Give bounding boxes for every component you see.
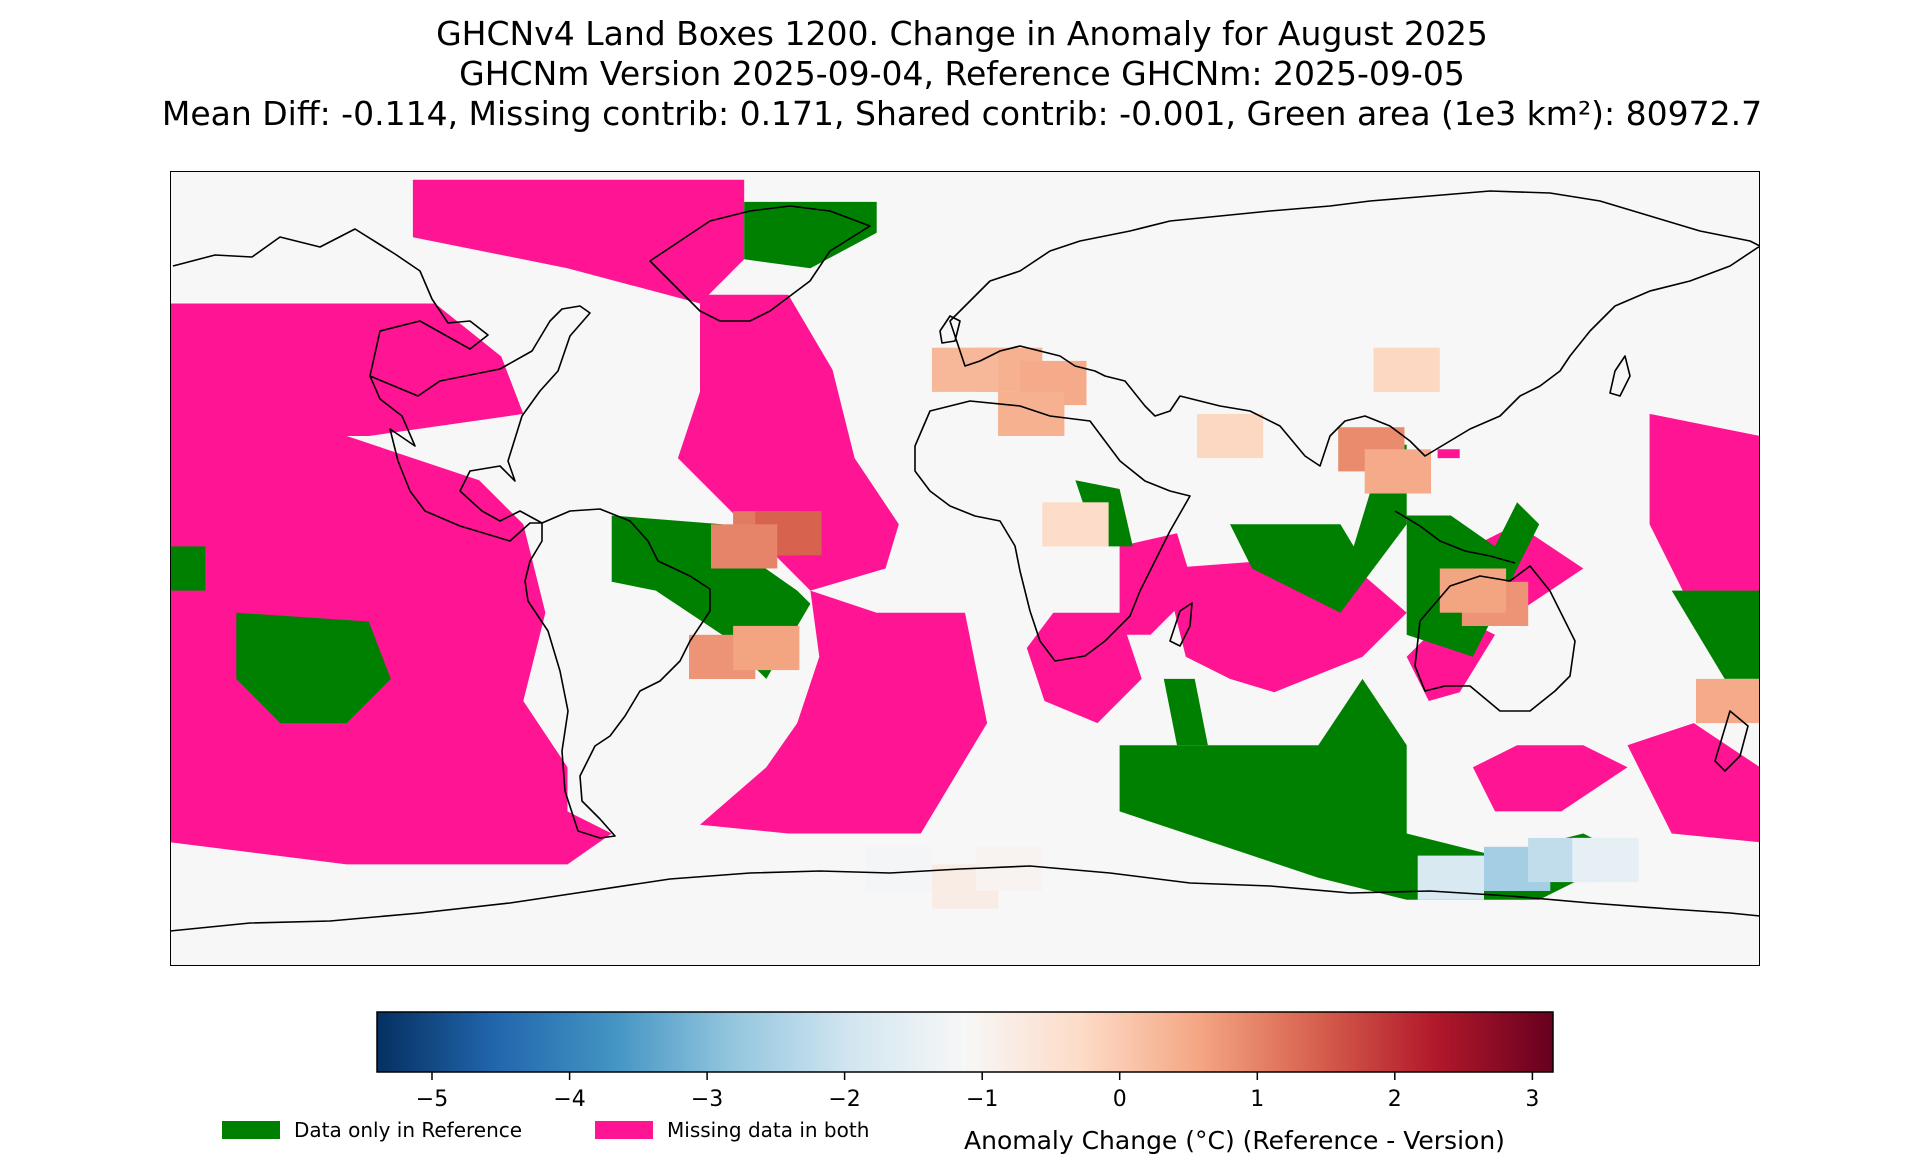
legend-swatch-pink xyxy=(595,1121,653,1139)
anomaly-map xyxy=(170,171,1760,966)
missing-region-4 xyxy=(1026,612,1142,724)
reference-only-layer xyxy=(170,201,1760,900)
colorbar-tick-label-8: 3 xyxy=(1525,1087,1539,1112)
missing-region-12 xyxy=(1437,449,1460,459)
anomaly-cell-14 xyxy=(1042,502,1109,547)
legend-label-reference-only: Data only in Reference xyxy=(294,1118,523,1142)
colorbar-tick-label-5: 0 xyxy=(1113,1087,1127,1112)
colorbar-ticks: −5 −4 −3 −2 −1 0 1 2 3 xyxy=(416,1072,1539,1112)
anomaly-cell-21 xyxy=(1572,837,1639,883)
coastline-north-america xyxy=(172,228,591,542)
legend-label-missing-both: Missing data in both xyxy=(667,1118,870,1142)
anomaly-cell-13 xyxy=(998,391,1065,436)
anomaly-cell-9 xyxy=(1364,449,1431,494)
legend-item-missing-both: Missing data in both xyxy=(595,1118,869,1142)
coastlines xyxy=(170,190,1760,932)
anomaly-cell-22 xyxy=(1373,347,1440,392)
coastline-madagascar xyxy=(1169,602,1193,647)
coastline-japan xyxy=(1609,355,1631,397)
colorbar: −5 −4 −3 −2 −1 0 1 2 3 xyxy=(376,1011,1554,1112)
reference-only-region-3 xyxy=(170,546,206,591)
coastline-australia xyxy=(1414,565,1576,712)
missing-region-0 xyxy=(170,303,524,436)
reference-only-region-2 xyxy=(236,612,391,724)
colorbar-gradient xyxy=(376,1011,1554,1073)
anomaly-cell-2 xyxy=(711,524,778,569)
title-line-1: GHCNv4 Land Boxes 1200. Change in Anomal… xyxy=(436,14,1488,53)
missing-region-1 xyxy=(170,436,612,865)
missing-region-10 xyxy=(1627,723,1760,843)
colorbar-tick-label-1: −4 xyxy=(553,1087,585,1112)
coastline-eurasia xyxy=(949,190,1760,467)
missing-region-7 xyxy=(1472,745,1628,812)
reference-only-region-8 xyxy=(1671,590,1760,679)
missing-region-5 xyxy=(1119,533,1195,635)
reference-only-region-0 xyxy=(744,201,877,269)
colorbar-tick-label-7: 2 xyxy=(1388,1087,1402,1112)
anomaly-cell-15 xyxy=(865,846,932,891)
title-line-3: Mean Diff: -0.114, Missing contrib: 0.17… xyxy=(161,94,1763,133)
colorbar-tick-label-3: −2 xyxy=(828,1087,860,1112)
missing-region-3 xyxy=(677,294,988,834)
coastline-new-zealand xyxy=(1714,710,1749,772)
coastline-greenland xyxy=(649,205,871,322)
missing-region-9 xyxy=(1649,413,1760,613)
reference-only-region-5 xyxy=(1163,678,1208,746)
reference-only-region-9 xyxy=(1119,678,1628,900)
anomaly-cell-7 xyxy=(931,347,999,392)
coastline-south-america xyxy=(524,508,711,839)
colorbar-tick-label-2: −3 xyxy=(691,1087,723,1112)
colorbar-tick-label-0: −5 xyxy=(416,1087,448,1112)
coastline-indonesia xyxy=(1394,510,1516,564)
anomaly-cells-layer xyxy=(689,347,1760,909)
reference-only-region-6 xyxy=(1230,444,1407,613)
legend-item-reference-only: Data only in Reference xyxy=(222,1118,522,1142)
colorbar-tick-label-6: 1 xyxy=(1250,1087,1264,1112)
legend-swatch-green xyxy=(222,1121,280,1139)
anomaly-cell-4 xyxy=(733,625,800,671)
colorbar-tick-label-4: −1 xyxy=(966,1087,998,1112)
figure-title: GHCNv4 Land Boxes 1200. Change in Anomal… xyxy=(0,14,1924,134)
coastline-antarctica xyxy=(170,865,1760,932)
coastline-africa xyxy=(914,400,1191,662)
anomaly-cell-11 xyxy=(1439,568,1507,613)
coastline-uk xyxy=(939,315,961,344)
colorbar-label: Anomaly Change (°C) (Reference - Version… xyxy=(964,1126,1505,1155)
anomaly-cell-23 xyxy=(1196,413,1264,459)
anomaly-cell-17 xyxy=(976,846,1043,891)
title-line-2: GHCNm Version 2025-09-04, Reference GHCN… xyxy=(459,54,1465,93)
